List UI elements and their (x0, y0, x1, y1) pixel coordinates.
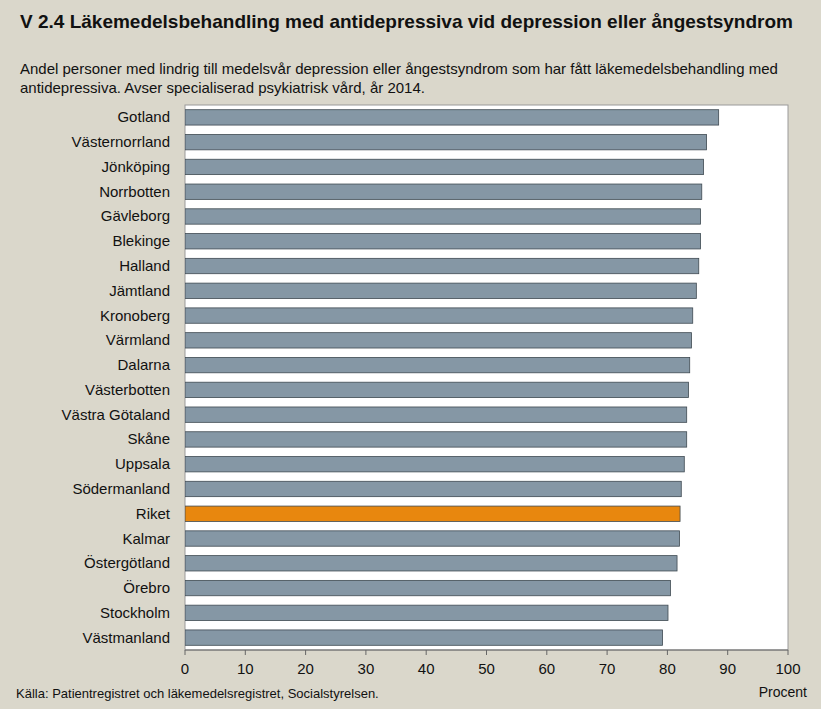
bar (185, 580, 670, 595)
tick (546, 650, 547, 655)
bar (185, 432, 687, 447)
chart: Gotland Västernorrland Jönköping Norrbotten… (0, 0, 821, 709)
category-label: Västra Götaland (62, 406, 170, 423)
tick-label: 80 (659, 660, 676, 677)
bar (185, 506, 680, 521)
tick (788, 650, 789, 655)
tick-label: 10 (237, 660, 254, 677)
tick-label: 100 (775, 660, 800, 677)
bar (185, 407, 687, 422)
bar (185, 283, 696, 298)
tick (426, 650, 427, 655)
bar (185, 159, 704, 174)
tick-label: 30 (358, 660, 375, 677)
category-label: Västerbotten (85, 381, 170, 398)
bar (185, 556, 677, 571)
category-label: Halland (119, 257, 170, 274)
category-label: Kalmar (122, 530, 170, 547)
tick-label: 20 (297, 660, 314, 677)
title: V 2.4 Läkemedelsbehandling med antidepre… (20, 10, 810, 33)
category-label: Stockholm (100, 604, 170, 621)
subtitle: Andel personer med lindrig till medelsvå… (20, 59, 780, 97)
category-label: Västernorrland (72, 133, 170, 150)
source: Källa: Patientregistret och läkemedelsre… (16, 686, 379, 701)
tick-label: 50 (478, 660, 495, 677)
bar (185, 382, 689, 397)
category-label: Jönköping (102, 158, 170, 175)
category-label: Norrbotten (99, 183, 170, 200)
tick (607, 650, 608, 655)
category-label: Gotland (117, 108, 170, 125)
category-label: Gävleborg (101, 207, 170, 224)
tick-label: 70 (599, 660, 616, 677)
axis-label: Procent (759, 684, 807, 700)
category-label: Uppsala (115, 455, 171, 472)
bar (185, 308, 693, 323)
tick (667, 650, 668, 655)
bar (185, 531, 679, 546)
plot-area (185, 105, 788, 650)
category-label: Västmanland (82, 629, 170, 646)
tick (305, 650, 306, 655)
tick (185, 650, 186, 655)
category-label: Skåne (127, 430, 170, 447)
bar (185, 630, 663, 645)
tick-label: 0 (181, 660, 189, 677)
category-label: Kronoberg (100, 307, 170, 324)
category-label: Värmland (106, 331, 170, 348)
bar (185, 333, 692, 348)
tick-label: 90 (719, 660, 736, 677)
bars (185, 110, 719, 646)
category-label: Blekinge (112, 232, 170, 249)
bar (185, 357, 690, 372)
bar (185, 134, 707, 149)
tick (727, 650, 728, 655)
tick (486, 650, 487, 655)
bar (185, 184, 702, 199)
category-label: Östergötland (84, 554, 170, 571)
bar (185, 110, 719, 125)
tick (245, 650, 246, 655)
tick-label: 60 (538, 660, 555, 677)
bar (185, 258, 699, 273)
bar (185, 209, 701, 224)
category-label: Dalarna (117, 356, 170, 373)
tick (365, 650, 366, 655)
category-label: Jämtland (109, 282, 170, 299)
bar (185, 481, 681, 496)
category-label: Riket (136, 505, 171, 522)
category-label: Södermanland (72, 480, 170, 497)
tick-label: 40 (418, 660, 435, 677)
bar (185, 457, 684, 472)
bar (185, 234, 701, 249)
category-label: Örebro (123, 579, 170, 596)
bar (185, 605, 668, 620)
